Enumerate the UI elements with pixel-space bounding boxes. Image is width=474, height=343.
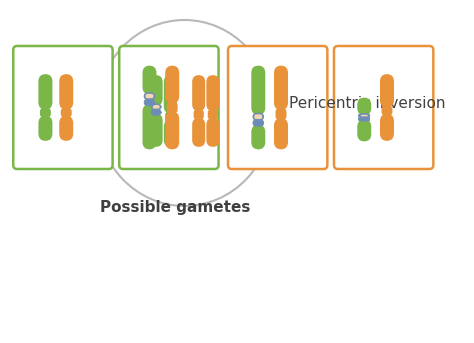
FancyBboxPatch shape [60,75,73,109]
FancyBboxPatch shape [150,76,162,105]
FancyBboxPatch shape [60,117,73,140]
FancyBboxPatch shape [383,107,392,115]
FancyBboxPatch shape [252,67,264,114]
Text: Pericentric inversion: Pericentric inversion [289,95,445,110]
FancyBboxPatch shape [207,76,219,110]
FancyBboxPatch shape [62,109,71,117]
FancyBboxPatch shape [359,114,369,117]
FancyBboxPatch shape [39,117,52,140]
FancyBboxPatch shape [168,103,177,113]
FancyBboxPatch shape [145,93,155,99]
FancyBboxPatch shape [119,46,219,169]
FancyBboxPatch shape [166,113,178,149]
FancyBboxPatch shape [358,98,370,115]
FancyBboxPatch shape [164,121,176,146]
FancyBboxPatch shape [207,119,219,146]
FancyBboxPatch shape [152,104,161,110]
FancyBboxPatch shape [194,110,203,119]
FancyBboxPatch shape [166,67,178,103]
FancyBboxPatch shape [334,46,433,169]
FancyBboxPatch shape [359,117,369,121]
FancyBboxPatch shape [275,67,287,109]
FancyBboxPatch shape [41,109,50,117]
Text: Possible gametes: Possible gametes [100,200,250,215]
FancyBboxPatch shape [13,46,113,169]
FancyBboxPatch shape [143,67,155,94]
FancyBboxPatch shape [166,113,174,121]
FancyBboxPatch shape [381,115,393,140]
FancyBboxPatch shape [145,99,155,106]
FancyBboxPatch shape [39,75,52,109]
FancyBboxPatch shape [209,110,217,119]
FancyBboxPatch shape [152,110,161,115]
FancyBboxPatch shape [254,114,263,120]
FancyBboxPatch shape [150,115,162,146]
FancyBboxPatch shape [228,46,328,169]
FancyBboxPatch shape [254,120,263,126]
FancyBboxPatch shape [275,119,287,149]
FancyBboxPatch shape [193,76,204,110]
FancyBboxPatch shape [358,120,370,141]
FancyBboxPatch shape [143,105,155,149]
FancyBboxPatch shape [276,109,286,119]
FancyBboxPatch shape [193,119,204,146]
FancyBboxPatch shape [381,75,393,107]
FancyBboxPatch shape [252,126,264,149]
FancyBboxPatch shape [164,76,176,113]
